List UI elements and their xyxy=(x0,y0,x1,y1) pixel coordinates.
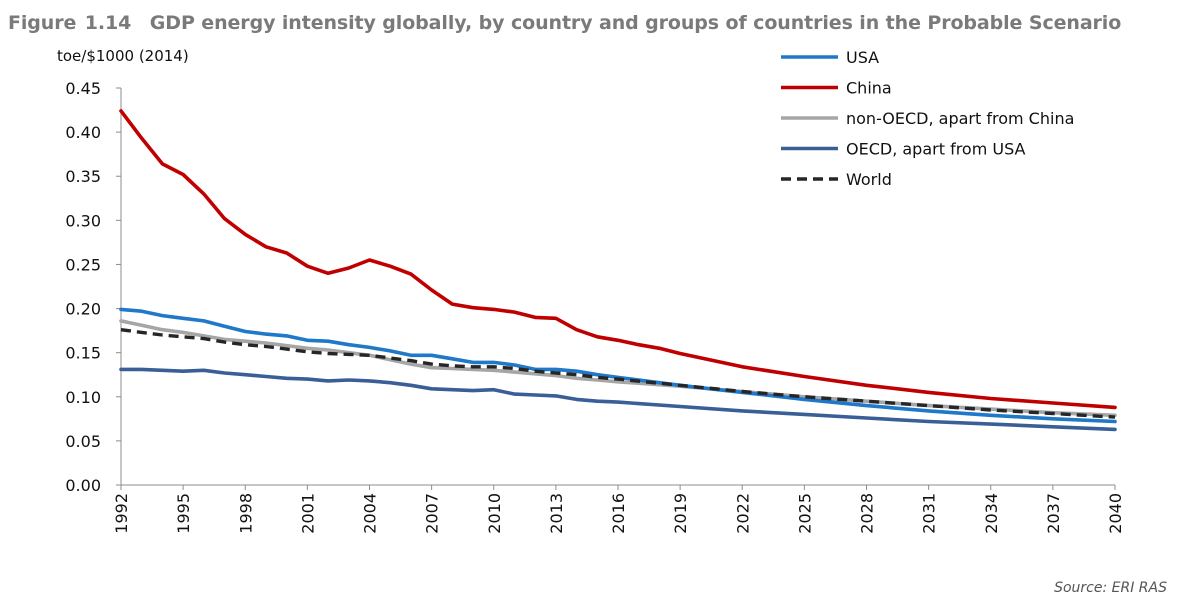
x-tick-label: 2025 xyxy=(795,493,814,534)
x-tick-label: 2001 xyxy=(298,493,317,534)
y-tick-label: 0.00 xyxy=(65,476,101,495)
legend-label-usa: USA xyxy=(846,48,879,67)
series-line-oecd xyxy=(119,367,1117,432)
legend-label-china: China xyxy=(846,79,892,98)
y-tick-label: 0.35 xyxy=(65,167,101,186)
y-tick-label: 0.30 xyxy=(65,211,101,230)
y-tick-label: 0.45 xyxy=(65,79,101,98)
x-tick-label: 2028 xyxy=(858,493,877,534)
x-tick-label: 2019 xyxy=(671,493,690,534)
series-line-china xyxy=(119,109,1117,410)
x-tick-label: 2007 xyxy=(423,493,442,534)
source-note: Source: ERI RAS xyxy=(1054,580,1167,596)
figure-title: Figure 1.14 GDP energy intensity globall… xyxy=(8,12,1121,34)
y-tick-label: 0.40 xyxy=(65,123,101,142)
figure-number: 1.14 xyxy=(84,12,132,34)
x-tick-label: 2004 xyxy=(361,493,380,534)
y-tick-label: 0.10 xyxy=(65,388,101,407)
x-tick-label: 2010 xyxy=(485,493,504,534)
x-tick-label: 2031 xyxy=(920,493,939,534)
x-tick-label: 2037 xyxy=(1044,493,1063,534)
y-tick-label: 0.20 xyxy=(65,300,101,319)
legend-label-world: World xyxy=(846,170,892,189)
x-tick-label: 1992 xyxy=(112,493,131,534)
x-tick-label: 2013 xyxy=(547,493,566,534)
x-tick-label: 2034 xyxy=(982,493,1001,534)
x-tick-label: 2022 xyxy=(733,493,752,534)
legend-label-oecd: OECD, apart from USA xyxy=(846,140,1026,159)
figure-title-text: GDP energy intensity globally, by countr… xyxy=(149,12,1122,34)
x-tick-label: 1995 xyxy=(174,493,193,534)
y-tick-label: 0.05 xyxy=(65,432,101,451)
series-line-non-oecd xyxy=(119,319,1117,418)
x-tick-label: 1998 xyxy=(236,493,255,534)
y-tick-label: 0.25 xyxy=(65,255,101,274)
y-tick-label: 0.15 xyxy=(65,344,101,363)
x-tick-label: 2040 xyxy=(1106,493,1125,534)
x-tick-label: 2016 xyxy=(609,493,628,534)
figure-label: Figure xyxy=(8,12,77,34)
legend-label-non-oecd: non-OECD, apart from China xyxy=(846,109,1074,128)
y-axis-label: toe/$1000 (2014) xyxy=(57,47,189,65)
series-line-usa xyxy=(119,307,1117,424)
